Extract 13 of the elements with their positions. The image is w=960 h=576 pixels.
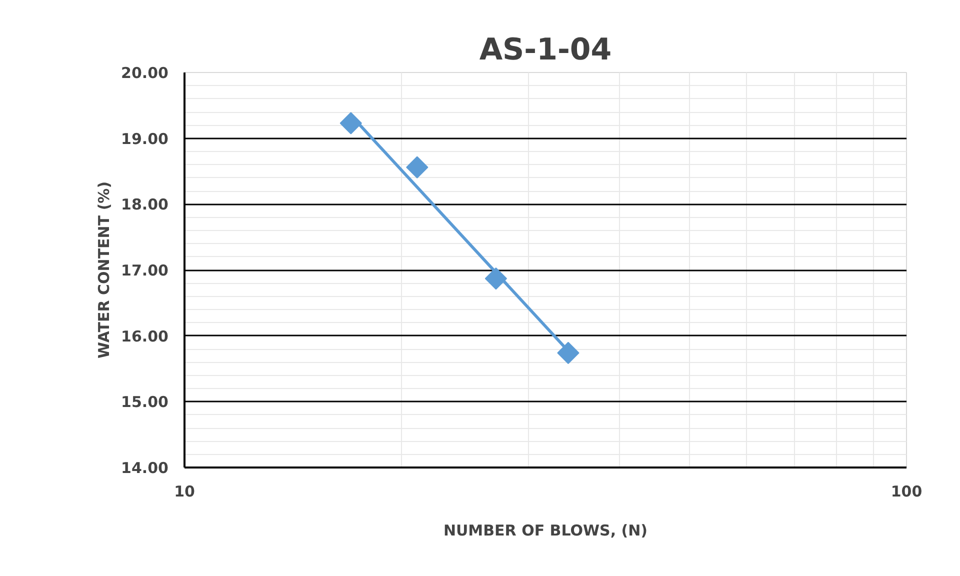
y-axis-title: WATER CONTENT (%): [95, 181, 114, 359]
y-tick-label: 19.00: [121, 130, 169, 148]
y-tick-label: 20.00: [121, 64, 169, 82]
y-tick-label: 17.00: [121, 262, 169, 280]
x-tick-label: 100: [890, 482, 922, 500]
y-tick-label: 16.00: [121, 327, 169, 346]
x-tick-label: 10: [174, 482, 195, 500]
y-tick-label: 18.00: [121, 196, 169, 214]
chart-title: AS-1-04: [479, 32, 612, 68]
point: [557, 342, 580, 364]
y-tick-label: 14.00: [121, 459, 169, 477]
y-tick-label: 15.00: [121, 393, 169, 412]
x-axis-title: NUMBER OF BLOWS, (N): [443, 522, 648, 540]
